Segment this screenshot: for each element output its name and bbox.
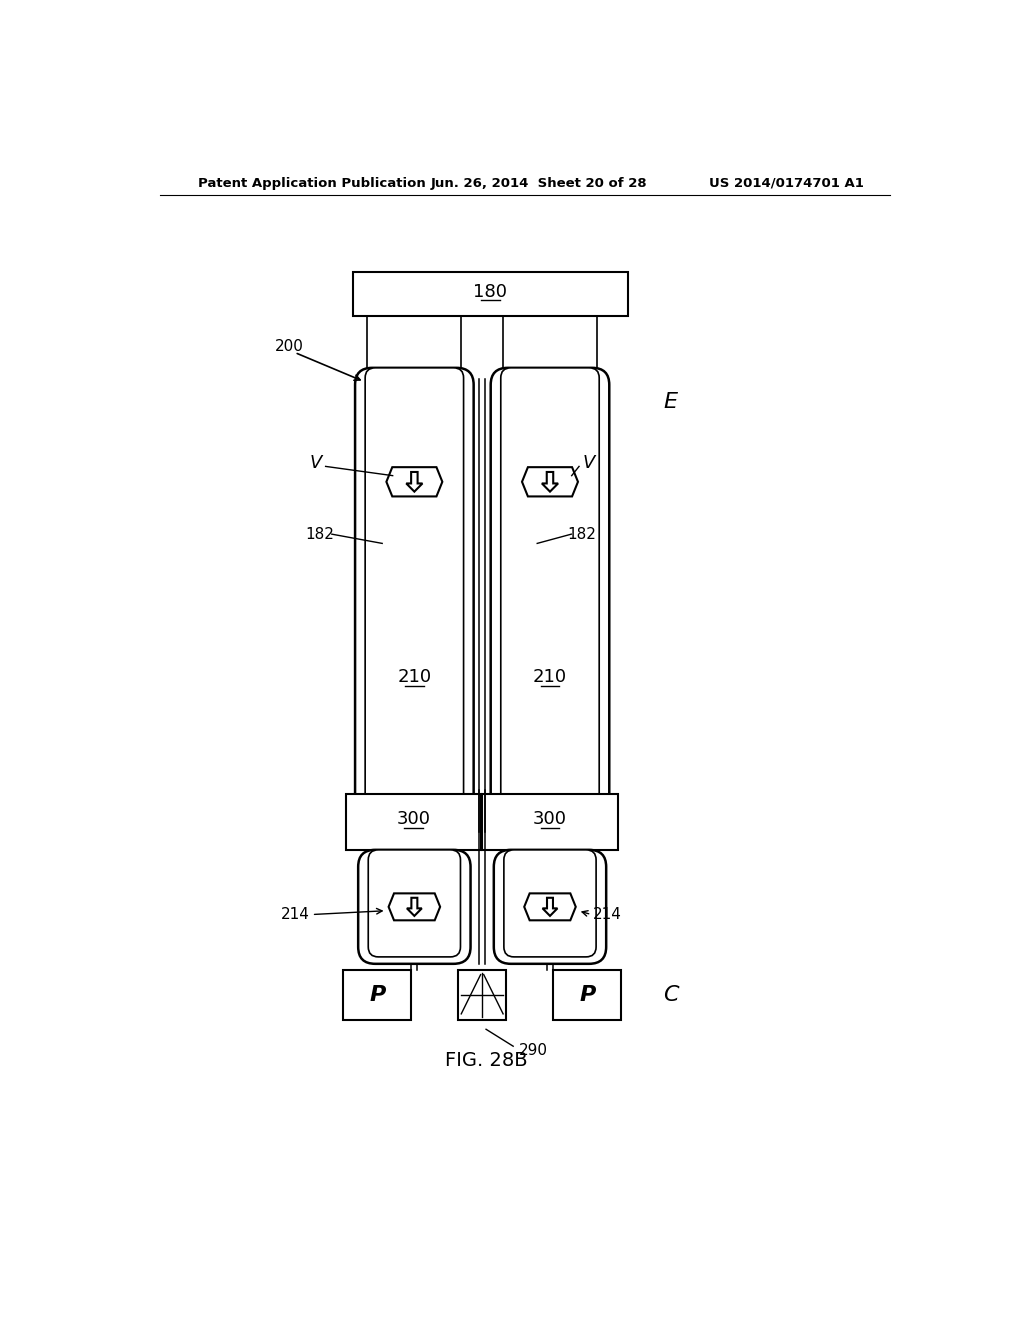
Bar bbox=[352, 272, 628, 317]
Text: 210: 210 bbox=[532, 668, 567, 686]
FancyBboxPatch shape bbox=[358, 850, 471, 964]
Text: Jun. 26, 2014  Sheet 20 of 28: Jun. 26, 2014 Sheet 20 of 28 bbox=[430, 177, 647, 190]
Polygon shape bbox=[524, 894, 575, 920]
Text: V: V bbox=[583, 454, 595, 471]
Text: 214: 214 bbox=[593, 907, 622, 923]
Text: 210: 210 bbox=[397, 668, 431, 686]
Text: 180: 180 bbox=[473, 282, 507, 301]
Bar bbox=[346, 793, 481, 850]
Polygon shape bbox=[386, 467, 442, 496]
FancyBboxPatch shape bbox=[494, 850, 606, 964]
Text: 200: 200 bbox=[274, 339, 304, 354]
Bar bbox=[343, 970, 412, 1020]
Text: Patent Application Publication: Patent Application Publication bbox=[198, 177, 426, 190]
Bar bbox=[553, 970, 622, 1020]
Text: 300: 300 bbox=[532, 810, 567, 829]
Bar bbox=[482, 793, 617, 850]
FancyBboxPatch shape bbox=[501, 368, 599, 834]
Text: FIG. 28B: FIG. 28B bbox=[444, 1051, 527, 1071]
Polygon shape bbox=[388, 894, 440, 920]
Text: 300: 300 bbox=[396, 810, 430, 829]
Text: E: E bbox=[664, 392, 678, 412]
FancyBboxPatch shape bbox=[355, 368, 474, 843]
Polygon shape bbox=[407, 898, 422, 916]
Text: US 2014/0174701 A1: US 2014/0174701 A1 bbox=[710, 177, 864, 190]
Text: 290: 290 bbox=[518, 1043, 548, 1059]
FancyBboxPatch shape bbox=[504, 850, 596, 957]
Text: 182: 182 bbox=[306, 527, 335, 541]
Polygon shape bbox=[407, 473, 423, 491]
Text: P: P bbox=[579, 985, 595, 1005]
Text: 214: 214 bbox=[282, 907, 310, 923]
Text: 182: 182 bbox=[567, 527, 596, 541]
Bar bbox=[458, 970, 506, 1020]
Polygon shape bbox=[543, 898, 557, 916]
FancyBboxPatch shape bbox=[366, 368, 464, 834]
FancyBboxPatch shape bbox=[490, 368, 609, 843]
Text: C: C bbox=[663, 985, 678, 1005]
Polygon shape bbox=[522, 467, 578, 496]
FancyBboxPatch shape bbox=[369, 850, 461, 957]
Text: P: P bbox=[369, 985, 385, 1005]
Text: V: V bbox=[309, 454, 322, 471]
Polygon shape bbox=[542, 473, 558, 491]
